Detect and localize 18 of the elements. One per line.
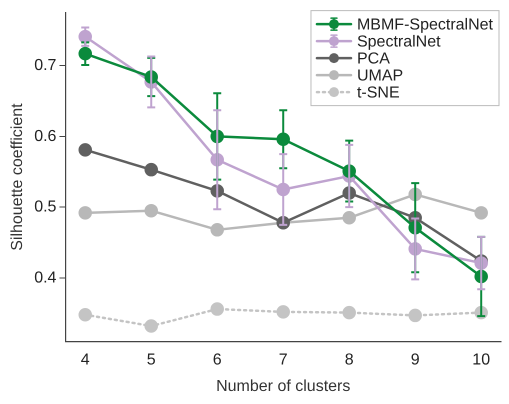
x-tick-label: 5 (146, 352, 156, 369)
y-tick-label: 0.4 (34, 269, 57, 286)
legend-label: PCA (356, 50, 390, 68)
x-tick-label: 4 (80, 352, 90, 369)
legend-label: UMAP (356, 68, 404, 85)
legend-label: SpectralNet (356, 34, 442, 51)
y-tick-label: 0.5 (34, 198, 57, 216)
y-axis-title: Silhouette coefficient (9, 102, 26, 251)
x-tick-label: 9 (410, 352, 420, 369)
legend-label: t-SNE (356, 84, 400, 102)
x-tick-label: 8 (344, 352, 354, 369)
y-tick-label: 0.6 (34, 128, 57, 145)
legend-label: MBMF-SpectralNet (356, 16, 494, 34)
x-tick-label: 6 (212, 352, 222, 369)
x-tick-label: 7 (278, 352, 288, 369)
x-tick-label: 10 (472, 352, 490, 369)
x-axis-title: Number of clusters (216, 378, 350, 395)
y-tick-label: 0.7 (34, 57, 57, 74)
